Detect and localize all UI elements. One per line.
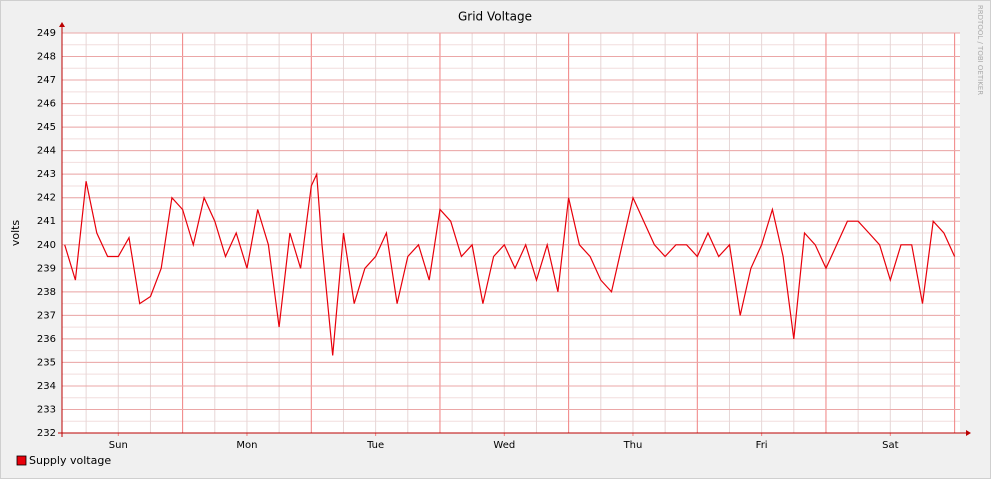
y-tick-label: 235 xyxy=(37,357,56,368)
line xyxy=(64,171,956,356)
x-tick-label: Mon xyxy=(236,440,257,451)
y-tick-label: 247 xyxy=(37,75,56,86)
x-tick-label: Fri xyxy=(756,440,768,451)
y-tick-label: 249 xyxy=(37,28,56,39)
x-tick-label: Sat xyxy=(882,440,898,451)
y-tick-label: 248 xyxy=(37,52,56,63)
y-tick-label: 244 xyxy=(37,146,56,157)
y-axis-label: volts xyxy=(9,220,22,247)
y-tick-label: 237 xyxy=(37,310,56,321)
x-tick-label: Thu xyxy=(623,440,643,451)
y-tick-label: 236 xyxy=(37,334,56,345)
chart-title: Grid Voltage xyxy=(458,10,532,24)
legend-swatch xyxy=(16,455,27,466)
y-tick-label: 241 xyxy=(37,216,56,227)
y-tick-label: 246 xyxy=(37,99,56,110)
y-tick-label: 240 xyxy=(37,240,56,251)
x-tick-label: Wed xyxy=(493,440,515,451)
y-tick-label: 232 xyxy=(37,428,56,439)
y-tick-label: 242 xyxy=(37,193,56,204)
y-axis-arrow xyxy=(59,22,65,27)
x-tick-label: Sun xyxy=(109,440,128,451)
y-tick-label: 238 xyxy=(37,287,56,298)
watermark: RRDTOOL / TOBI OETIKER xyxy=(976,5,984,95)
y-tick-label: 239 xyxy=(37,263,56,274)
y-tick-label: 245 xyxy=(37,122,56,133)
x-tick-label: Tue xyxy=(366,440,384,451)
y-tick-label: 234 xyxy=(37,381,56,392)
x-axis-arrow xyxy=(966,430,971,436)
y-tick-label: 233 xyxy=(37,404,56,415)
legend-label: Supply voltage xyxy=(29,454,111,467)
y-tick-label: 243 xyxy=(37,169,56,180)
